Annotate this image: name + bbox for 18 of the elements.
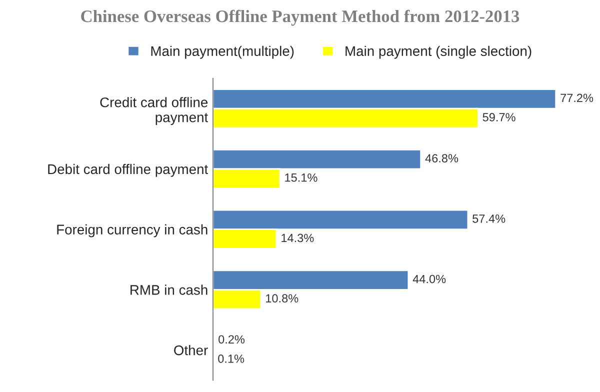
data-label: 0.2% [218,335,245,344]
legend-label: Main payment (single slection) [346,46,532,59]
y-tick-label: Other [174,345,208,356]
data-label: 14.3% [282,234,314,242]
data-label: 77.2% [560,94,594,102]
y-tick-label: Debit card offline payment [48,164,208,177]
data-label: 15.1% [285,173,318,182]
y-tick-label: RMB in cash [130,284,208,295]
data-label: 0.1% [218,354,244,363]
y-tick-label: Credit card offline payment [100,97,208,125]
data-label: 59.7% [482,113,516,122]
legend-label: Main payment(multiple) [151,46,294,59]
data-label: 46.8% [425,154,458,162]
y-tick-label: Foreign currency in cash [57,224,208,238]
data-label: 10.8% [266,294,298,303]
data-label: 57.4% [472,214,506,223]
data-label: 44.0% [412,274,446,284]
chart-title: Chinese Overseas Offline Payment Method from 2012-2013 [81,10,520,26]
